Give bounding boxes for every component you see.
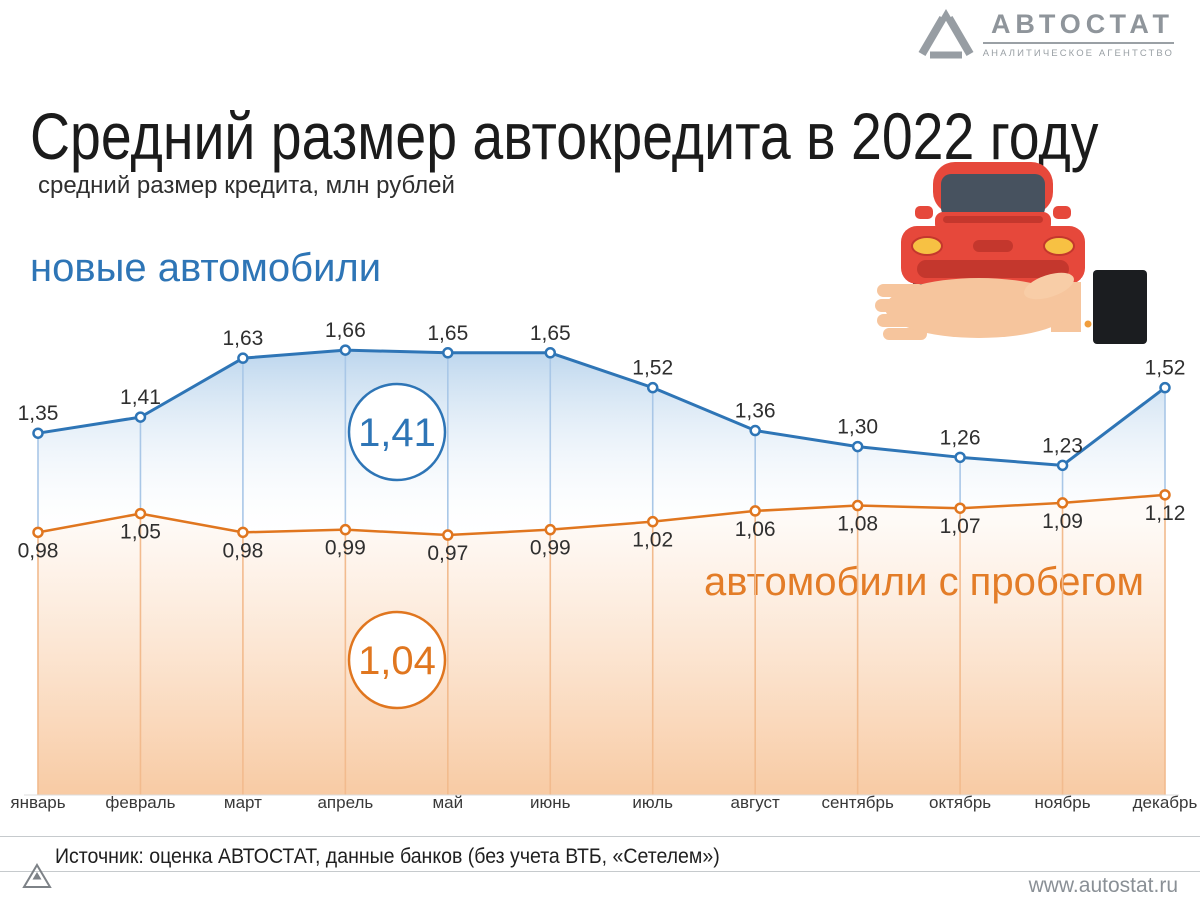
- autostat-logo: АВТОСТАТ АНАЛИТИЧЕСКОЕ АГЕНТСТВО: [917, 8, 1174, 60]
- data-point-new: [544, 347, 557, 359]
- chart-units-subtitle: средний размер кредита, млн рублей: [38, 172, 455, 199]
- data-label-new: 1,41: [120, 386, 161, 409]
- series-line-used: [37, 493, 1166, 537]
- data-label-used: 0,97: [427, 542, 468, 565]
- car-front-illustration: [901, 162, 1085, 296]
- data-label-new: 1,52: [1145, 357, 1186, 380]
- month-label: январь: [10, 793, 65, 812]
- footer-divider-top: [0, 836, 1200, 837]
- month-label: август: [731, 793, 780, 812]
- series-line-new: [37, 348, 1166, 467]
- data-point-used: [32, 526, 44, 539]
- average-value-used: 1,04: [358, 639, 436, 683]
- month-label: сентябрь: [821, 793, 894, 812]
- month-label: октябрь: [929, 793, 991, 812]
- data-label-new: 1,26: [940, 426, 981, 449]
- cufflink-illustration: [1084, 320, 1092, 328]
- autostat-logo-text: АВТОСТАТ АНАЛИТИЧЕСКОЕ АГЕНТСТВО: [982, 8, 1174, 60]
- month-label: февраль: [105, 793, 175, 812]
- data-point-new: [749, 424, 761, 437]
- data-label-used: 1,02: [632, 529, 673, 552]
- month-label: март: [224, 793, 262, 812]
- line-chart: 1,35 0,98 январь 1,41 1,05 февраль 1,63 0,98 мар…: [10, 319, 1198, 812]
- data-point-used: [237, 526, 249, 539]
- used-cars-area-fill: [38, 494, 1165, 795]
- data-point-used: [1056, 497, 1069, 509]
- data-label-used: 1,05: [120, 521, 161, 544]
- data-label-used: 1,12: [1145, 502, 1186, 525]
- logo-name: АВТОСТАТ: [990, 9, 1174, 39]
- data-point-used: [954, 502, 966, 514]
- data-label-new: 1,35: [18, 402, 59, 425]
- month-label: декабрь: [1133, 793, 1198, 812]
- data-point-used: [851, 499, 864, 512]
- data-label-used: 0,98: [222, 539, 263, 562]
- data-label-new: 1,63: [222, 327, 263, 350]
- data-label-new: 1,30: [837, 416, 878, 439]
- logo-divider: [982, 42, 1174, 45]
- data-label-new: 1,52: [632, 357, 673, 380]
- car-illustration: [875, 152, 1155, 352]
- data-point-new: [237, 352, 249, 364]
- data-point-new: [1056, 459, 1069, 472]
- data-point-used: [749, 505, 761, 517]
- data-label-used: 1,09: [1042, 510, 1083, 533]
- data-point-new: [134, 411, 147, 423]
- data-point-new: [646, 381, 659, 394]
- month-label: ноябрь: [1034, 793, 1090, 812]
- series-label-new-cars: новые автомобили: [30, 246, 382, 290]
- month-label: апрель: [317, 793, 373, 812]
- average-badge-new: [347, 382, 447, 482]
- hand-illustration: [875, 270, 1147, 344]
- data-point-new: [442, 347, 454, 359]
- website-link: www.autostat.ru: [1028, 874, 1178, 897]
- data-label-new: 1,65: [427, 322, 468, 345]
- month-label: май: [432, 793, 463, 812]
- data-point-new: [1159, 381, 1171, 394]
- footer-divider-bottom: [0, 871, 1200, 872]
- data-point-used: [1159, 489, 1171, 501]
- month-label: июль: [632, 793, 673, 812]
- data-label-used: 1,06: [735, 518, 776, 541]
- data-label-used: 0,99: [325, 537, 366, 560]
- average-badge-used: [347, 610, 447, 710]
- data-point-used: [339, 523, 352, 536]
- average-value-new: 1,41: [358, 411, 436, 455]
- footer-logo-icon: [22, 862, 52, 895]
- data-label-new: 1,36: [735, 400, 776, 423]
- data-label-new: 1,23: [1042, 434, 1083, 457]
- data-point-new: [954, 451, 966, 464]
- data-point-new: [851, 440, 864, 453]
- data-point-new: [32, 427, 44, 439]
- data-label-new: 1,66: [325, 319, 366, 342]
- data-label-new: 1,65: [530, 322, 571, 345]
- logo-subtitle: АНАЛИТИЧЕСКОЕ АГЕНТСТВО: [982, 48, 1174, 60]
- source-note: Источник: оценка АВТОСТАТ, данные банков…: [55, 845, 720, 868]
- data-label-used: 0,98: [18, 539, 59, 562]
- data-point-new: [339, 344, 352, 356]
- data-label-used: 1,07: [940, 515, 981, 538]
- sleeve-illustration: [1093, 270, 1147, 344]
- data-label-used: 1,08: [837, 513, 878, 536]
- data-point-used: [646, 515, 659, 528]
- autostat-logo-icon: [918, 9, 974, 59]
- month-label: июнь: [530, 793, 571, 812]
- new-cars-area-fill: [38, 350, 1165, 536]
- data-label-used: 0,99: [530, 537, 571, 560]
- page-title: Средний размер автокредита в 2022 году: [30, 99, 1099, 174]
- data-point-used: [442, 529, 454, 541]
- data-point-used: [134, 507, 147, 520]
- data-point-used: [544, 523, 557, 536]
